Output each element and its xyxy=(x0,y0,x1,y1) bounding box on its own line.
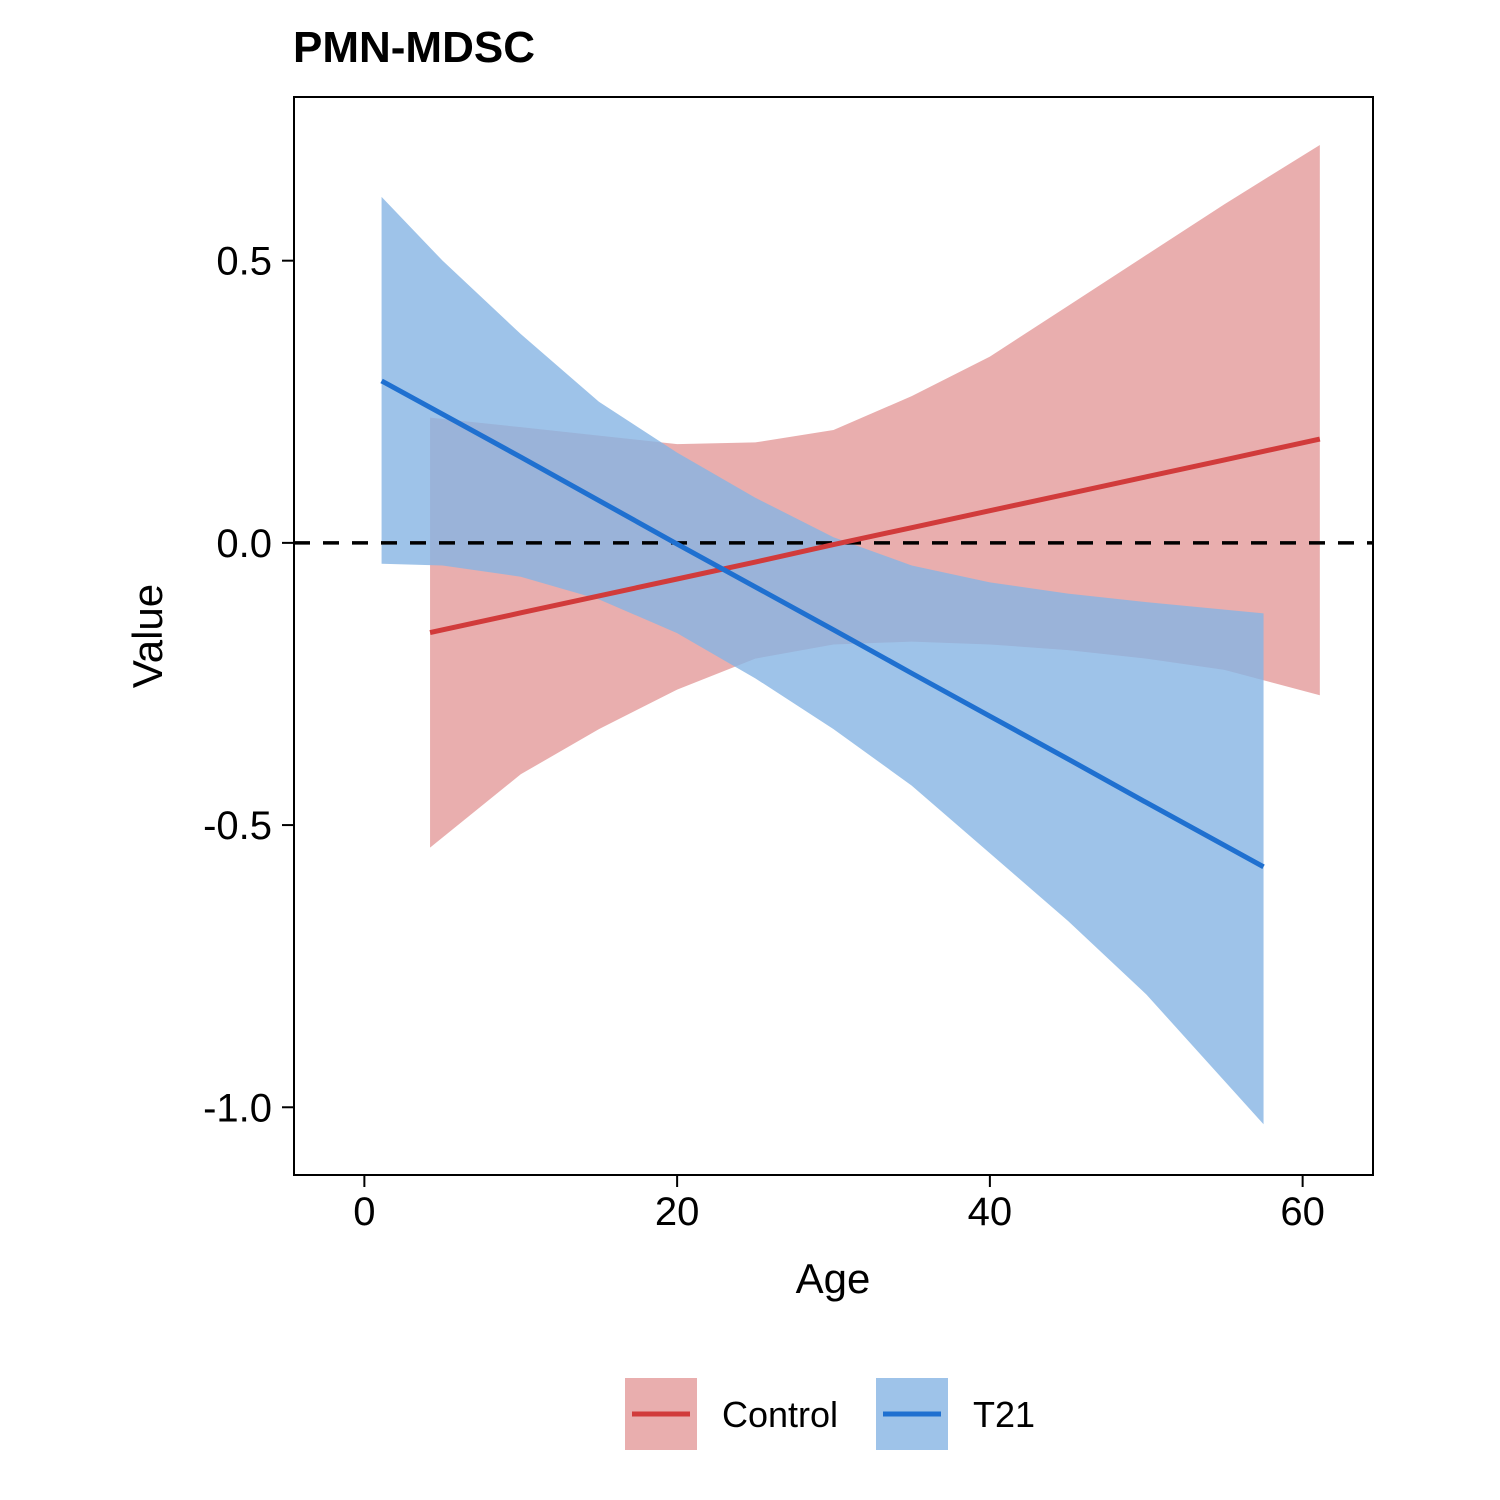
x-tick-label: 60 xyxy=(1280,1190,1325,1234)
chart-title: PMN-MDSC xyxy=(293,23,535,72)
legend: Control T21 xyxy=(625,1378,1035,1450)
y-tick-label: -0.5 xyxy=(203,804,272,848)
plot-frame xyxy=(293,96,1374,1176)
ribbon-t21 xyxy=(381,196,1264,1125)
y-tick-label: 0.0 xyxy=(216,522,272,566)
x-tick-label: 20 xyxy=(655,1190,700,1234)
axes: 0 20 40 60 -1.0 -0.5 0.0 0.5 xyxy=(203,240,1325,1234)
line-t21 xyxy=(380,378,1265,870)
legend-label-t21: T21 xyxy=(973,1394,1035,1435)
x-tick-label: 0 xyxy=(353,1190,375,1234)
line-control xyxy=(429,436,1321,636)
legend-label-control: Control xyxy=(722,1394,838,1435)
ribbon-control xyxy=(430,144,1320,848)
y-tick-label: 0.5 xyxy=(216,240,272,284)
x-tick-label: 40 xyxy=(968,1190,1013,1234)
plot-area xyxy=(294,144,1373,1125)
x-axis-title: Age xyxy=(796,1255,871,1302)
y-axis-title: Value xyxy=(124,584,171,688)
y-tick-label: -1.0 xyxy=(203,1086,272,1130)
